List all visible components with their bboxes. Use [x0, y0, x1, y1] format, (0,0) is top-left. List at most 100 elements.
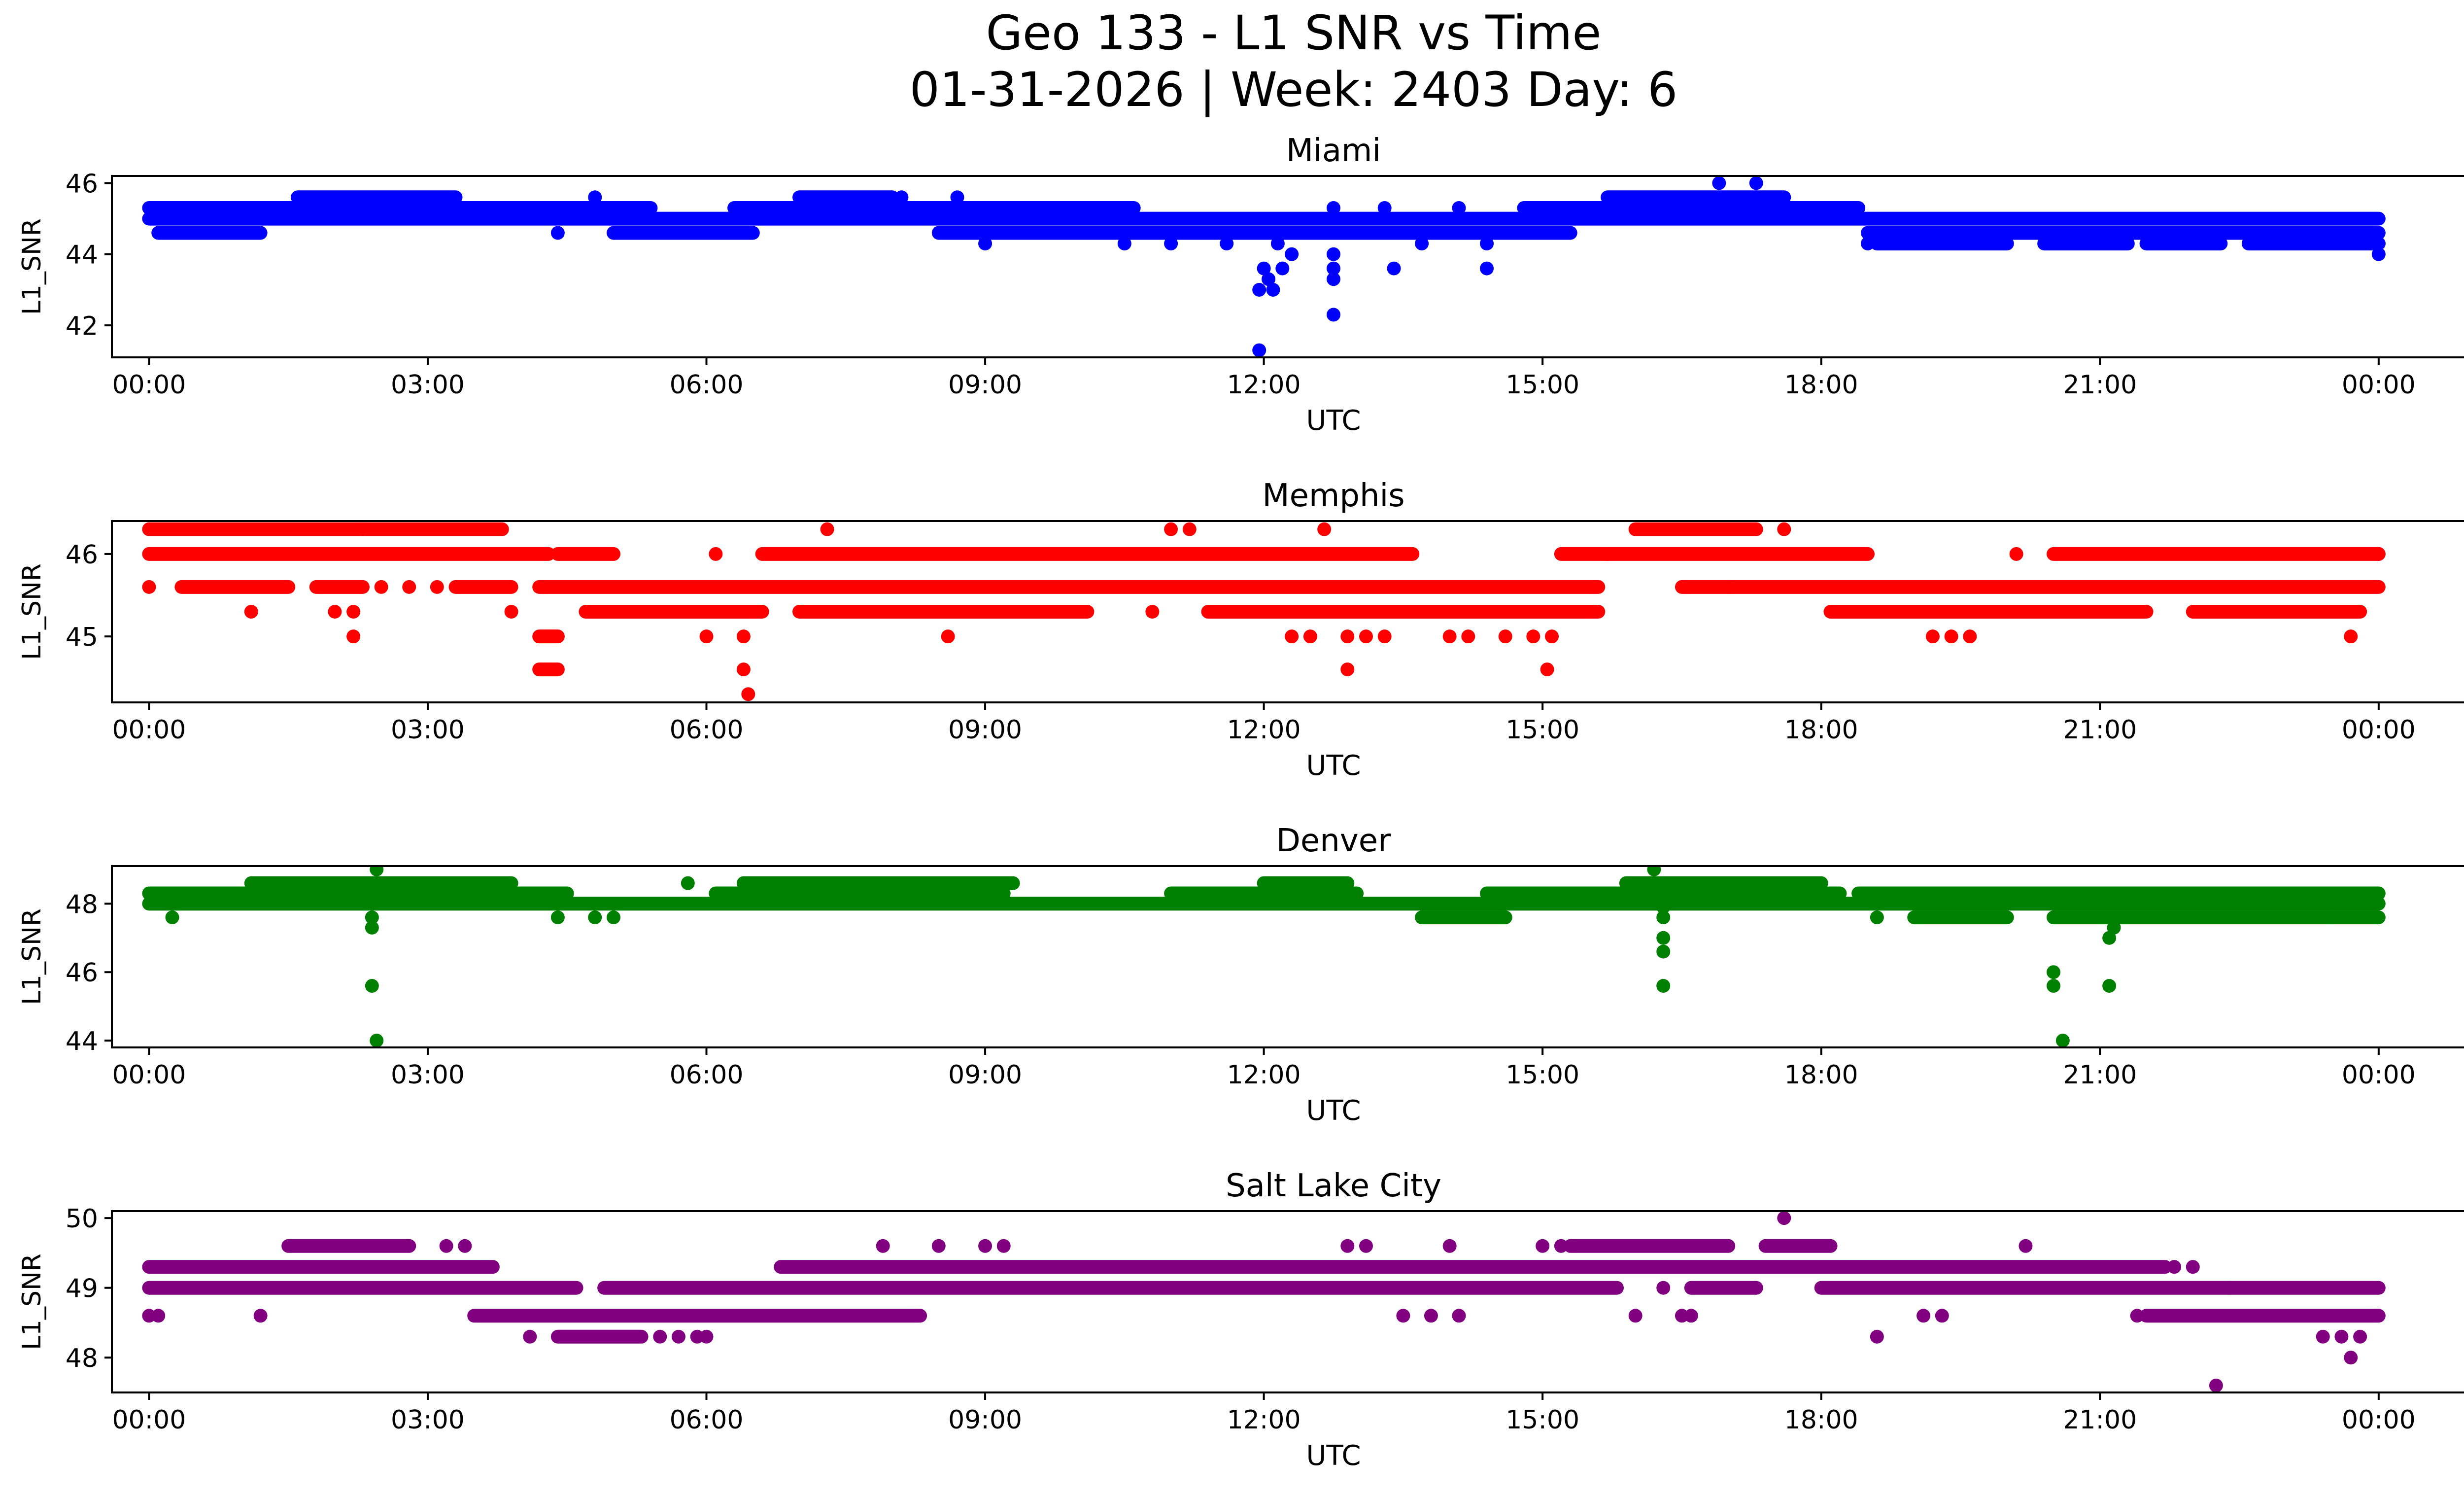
panel-salt-lake-city-point-16: [1396, 1309, 1410, 1323]
panel-memphis-ytick-label-0: 45: [66, 623, 98, 652]
panel-denver-point-13: [1656, 931, 1671, 945]
panel-denver-point-20: [2102, 931, 2117, 945]
panel-miami-xlabel: UTC: [1306, 405, 1361, 437]
panel-denver-point-0: [165, 910, 179, 925]
panel-miami-band-11: [1860, 226, 2386, 240]
panel-memphis-point-6: [402, 580, 416, 594]
panel-denver-point-7: [588, 910, 602, 925]
panel-miami-band-10: [1238, 226, 1577, 240]
panel-memphis-band-6: [1554, 547, 1875, 561]
panel-miami-frame: [111, 175, 2464, 358]
panel-salt-lake-city-point-38: [2344, 1351, 2358, 1365]
panel-memphis-point-25: [1340, 629, 1355, 644]
chart-title-line2: 01-31-2026 | Week: 2403 Day: 6: [910, 62, 1678, 118]
panel-salt-lake-city-xtick-label-0: 00:00: [112, 1405, 186, 1435]
panel-salt-lake-city-point-27: [1870, 1329, 1884, 1344]
panel-salt-lake-city-point-11: [931, 1239, 946, 1253]
panel-salt-lake-city-xtick-label-1: 03:00: [391, 1405, 465, 1435]
panel-miami-xtick-label-4: 12:00: [1227, 370, 1301, 400]
panel-salt-lake-city-band-2: [142, 1281, 583, 1295]
panel-miami-band-2: [142, 211, 2386, 226]
panel-memphis-xtick-label-7: 21:00: [2063, 715, 2137, 745]
panel-salt-lake-city-point-34: [2209, 1378, 2223, 1392]
panel-denver-point-15: [1656, 979, 1671, 993]
panel-miami-markers: [142, 176, 2386, 357]
panel-miami-point-26: [1480, 261, 1494, 276]
panel-salt-lake-city-xtick-label-2: 06:00: [670, 1405, 744, 1435]
panel-miami-ytick-label-0: 42: [66, 312, 98, 341]
panel-salt-lake-city-point-14: [1340, 1239, 1355, 1253]
panel-salt-lake-city-point-9: [699, 1329, 714, 1344]
panel-memphis-band-0: [142, 522, 370, 536]
panel-miami-ytick-label-2: 46: [66, 169, 98, 199]
panel-miami-xtick-label-0: 00:00: [112, 370, 186, 400]
panel-salt-lake-city-point-18: [1442, 1239, 1457, 1253]
panel-memphis-point-15: [820, 522, 834, 536]
panel-miami-ytick-label-1: 44: [66, 241, 98, 270]
panel-memphis-xtick-label-6: 18:00: [1784, 715, 1858, 745]
panel-memphis-point-41: [2344, 629, 2358, 644]
panel-memphis-point-17: [941, 629, 955, 644]
panel-denver-point-4: [370, 1034, 384, 1047]
panel-memphis-band-3: [142, 547, 556, 561]
panel-salt-lake-city-point-29: [1935, 1309, 1949, 1323]
panel-salt-lake-city-point-10: [876, 1239, 890, 1253]
panel-memphis-point-22: [1303, 629, 1317, 644]
panel-miami-xtick-label-8: 00:00: [2342, 370, 2416, 400]
panel-denver-xtick-label-1: 03:00: [391, 1060, 465, 1090]
panel-miami-band-6: [1517, 201, 1866, 215]
panel-memphis-band-13: [579, 605, 769, 619]
panel-denver-point-9: [681, 876, 695, 890]
panel-denver-point-16: [1870, 910, 1884, 925]
panel-salt-lake-city-frame: [111, 1210, 2464, 1393]
panel-memphis-point-16: [894, 605, 909, 619]
panel-denver-point-5: [370, 866, 384, 876]
panel-memphis-point-32: [1540, 662, 1554, 677]
panel-memphis-frame: [111, 520, 2464, 703]
panel-memphis-xtick-label-3: 09:00: [948, 715, 1022, 745]
panel-memphis-xtick-label-5: 15:00: [1506, 715, 1579, 745]
panel-denver-point-23: [2325, 910, 2339, 925]
panel-salt-lake-city-point-31: [2130, 1309, 2144, 1323]
panel-memphis-title: Memphis: [1262, 478, 1404, 514]
panel-miami-band-4: [792, 190, 899, 205]
panel-denver-point-1: [365, 910, 379, 925]
panel-miami-point-17: [1327, 272, 1340, 286]
panel-memphis-point-26: [1359, 629, 1373, 644]
panel-denver-point-17: [2047, 965, 2061, 979]
panel-memphis-band-9: [309, 580, 370, 594]
panel-memphis-point-7: [430, 580, 444, 594]
panel-miami-point-5: [1117, 237, 1131, 251]
panel-denver-band-11: [1415, 910, 1512, 925]
panel-miami-title: Miami: [1286, 133, 1381, 169]
panel-salt-lake-city: Salt Lake City 00:00 03:00 06:00 09:00 12:00 1…: [17, 1168, 2464, 1472]
panel-salt-lake-city-point-1: [151, 1309, 166, 1323]
panel-salt-lake-city-point-37: [2334, 1329, 2349, 1344]
panel-memphis-point-28: [1442, 629, 1457, 644]
panel-miami-band-1: [727, 201, 1141, 215]
panel-salt-lake-city-background: [112, 1211, 2464, 1392]
panel-miami-point-27: [1712, 176, 1726, 190]
panel-miami-point-28: [1749, 176, 1763, 190]
panel-salt-lake-city-xtick-label-3: 09:00: [948, 1405, 1022, 1435]
panel-denver: Denver 00:00 03:00 06:00 09:00 12:00 15:00 18:0…: [17, 823, 2464, 1127]
panel-memphis-point-19: [1164, 522, 1178, 536]
panel-memphis-band-18: [532, 629, 565, 644]
panel-salt-lake-city-point-2: [253, 1309, 268, 1323]
panel-memphis-point-20: [1182, 522, 1197, 536]
panel-memphis-point-38: [1944, 629, 1958, 644]
panel-memphis-point-10: [709, 547, 723, 561]
panel-memphis-band-7: [2047, 547, 2386, 561]
panel-memphis-point-24: [1340, 662, 1355, 677]
panel-miami-band-8: [606, 226, 760, 240]
panel-denver-xtick-label-5: 15:00: [1506, 1060, 1579, 1090]
panel-salt-lake-city-point-30: [2019, 1239, 2033, 1253]
panel-memphis-point-40: [2009, 547, 2023, 561]
panel-salt-lake-city-ylabel: L1_SNR: [17, 1253, 47, 1350]
panel-memphis-band-19: [532, 662, 565, 677]
panel-miami-point-25: [1480, 237, 1494, 251]
panel-miami-point-4: [978, 237, 992, 251]
panel-denver-point-19: [2055, 1034, 2070, 1047]
panel-miami-xtick-label-2: 06:00: [670, 370, 744, 400]
